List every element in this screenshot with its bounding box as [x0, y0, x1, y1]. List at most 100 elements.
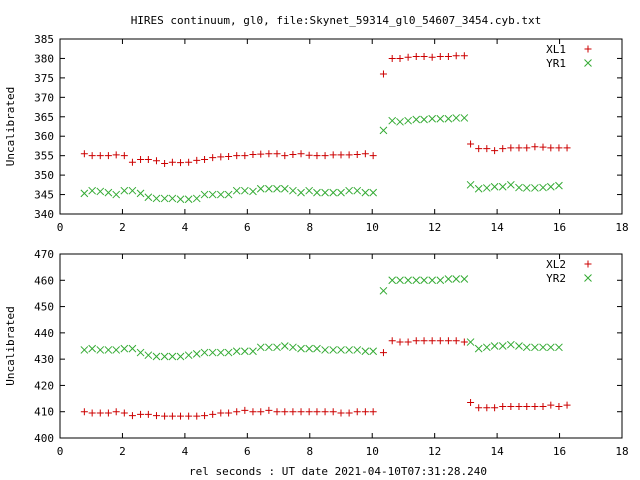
data-point	[305, 151, 313, 159]
data-point	[460, 52, 468, 60]
data-point	[396, 54, 404, 62]
plot-frame	[59, 38, 623, 215]
data-point	[475, 404, 483, 412]
data-point	[420, 115, 428, 124]
data-point	[96, 152, 104, 160]
data-point	[257, 408, 265, 416]
data-point	[80, 189, 89, 198]
data-point	[412, 276, 421, 285]
data-point	[177, 412, 185, 420]
data-point	[168, 412, 176, 420]
data-point	[345, 186, 353, 195]
data-point	[523, 144, 531, 152]
data-point	[337, 409, 345, 417]
data-point	[452, 275, 461, 283]
data-point	[388, 337, 396, 345]
data-point	[232, 347, 241, 356]
y-tick-label: 370	[34, 91, 54, 104]
data-point	[483, 404, 491, 412]
data-point	[321, 152, 329, 160]
series-yr1	[80, 114, 563, 204]
data-point	[224, 190, 233, 199]
legend-label: YR1	[546, 57, 566, 70]
data-point	[297, 188, 305, 197]
data-point	[273, 184, 281, 193]
data-point	[361, 150, 369, 158]
data-point	[128, 186, 137, 195]
data-point	[152, 157, 160, 165]
data-point	[241, 152, 249, 160]
data-point	[120, 186, 129, 195]
data-point	[112, 408, 120, 416]
data-point	[88, 409, 96, 417]
data-point	[265, 343, 273, 352]
legend-marker	[584, 274, 592, 282]
data-point	[120, 409, 128, 417]
data-point	[104, 152, 112, 160]
data-point	[80, 408, 88, 416]
series-yr2	[80, 275, 563, 361]
data-point	[379, 349, 387, 357]
legend-label: XL2	[546, 258, 566, 271]
data-point	[313, 408, 321, 416]
data-point	[249, 151, 257, 158]
data-point	[273, 408, 281, 416]
y-tick-label: 360	[34, 130, 54, 143]
data-point	[436, 114, 445, 123]
x-tick-label: 0	[57, 221, 64, 234]
data-point	[452, 114, 461, 122]
data-point	[420, 337, 428, 345]
x-tick-label: 6	[244, 445, 251, 458]
data-point	[490, 182, 499, 191]
data-point	[216, 190, 225, 199]
x-tick-label: 6	[244, 221, 251, 234]
x-tick-label: 12	[428, 445, 441, 458]
data-point	[404, 53, 412, 61]
data-point	[313, 188, 321, 197]
data-point	[444, 337, 452, 345]
data-point	[80, 150, 88, 158]
data-point	[224, 348, 233, 357]
data-point	[499, 145, 507, 153]
data-point	[369, 347, 378, 356]
data-point	[460, 338, 468, 346]
data-point	[337, 188, 345, 197]
data-point	[184, 351, 193, 360]
legend-label: XL1	[546, 43, 566, 56]
data-point	[168, 352, 177, 361]
x-tick-label: 4	[182, 221, 189, 234]
data-point	[482, 184, 491, 192]
data-point	[185, 158, 193, 166]
data-point	[289, 343, 297, 352]
data-point	[257, 150, 265, 158]
data-point	[369, 152, 377, 160]
data-point	[137, 156, 145, 164]
plot-frame	[59, 253, 623, 439]
data-point	[168, 194, 177, 203]
data-point	[329, 346, 338, 354]
data-point	[506, 340, 515, 349]
data-point	[160, 352, 169, 361]
data-point	[444, 53, 452, 60]
data-point	[200, 190, 209, 199]
data-point	[467, 140, 475, 148]
data-point	[217, 153, 225, 161]
data-point	[345, 151, 353, 159]
data-point	[361, 188, 370, 197]
data-point	[466, 338, 475, 346]
data-point	[176, 352, 185, 361]
data-point	[460, 275, 469, 283]
y-tick-label: 350	[34, 169, 54, 182]
data-point	[483, 145, 491, 153]
data-point	[523, 402, 531, 410]
data-point	[329, 188, 338, 197]
y-tick-label: 450	[34, 301, 54, 314]
data-point	[152, 352, 161, 361]
data-point	[379, 286, 388, 295]
data-point	[539, 402, 547, 410]
data-point	[420, 53, 428, 60]
data-point	[444, 275, 453, 283]
data-point	[216, 348, 225, 357]
data-point	[539, 183, 547, 192]
data-point	[80, 346, 89, 354]
